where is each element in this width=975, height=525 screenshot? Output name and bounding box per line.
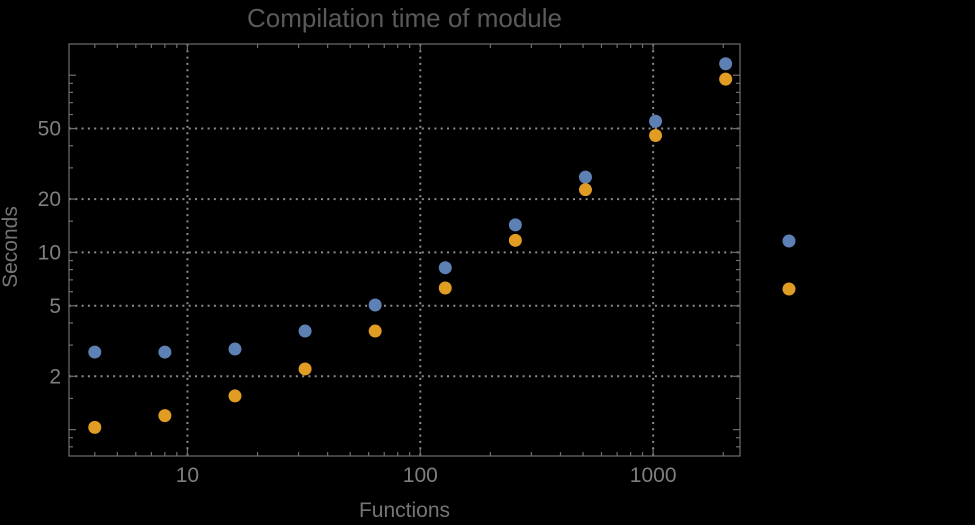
data-point-series-1	[438, 261, 452, 275]
plot-frame	[68, 43, 741, 457]
chart-title: Compilation time of module	[246, 3, 563, 33]
y-tick-label: 20	[38, 188, 61, 211]
data-point-series-2	[88, 420, 102, 434]
data-point-series-1	[368, 298, 382, 312]
data-point-series-1	[228, 342, 242, 356]
legend-marker	[782, 282, 796, 296]
data-point-series-2	[438, 281, 452, 295]
x-tick-label: 100	[403, 464, 438, 487]
data-point-series-2	[578, 183, 592, 197]
data-point-series-1	[298, 324, 312, 338]
data-point-series-1	[649, 114, 663, 128]
legend-marker	[782, 234, 796, 248]
data-point-series-2	[298, 362, 312, 376]
y-tick-label: 50	[38, 118, 61, 141]
y-tick-label: 5	[49, 295, 61, 318]
data-point-series-1	[508, 218, 522, 232]
data-point-series-2	[158, 409, 172, 423]
data-point-series-2	[228, 389, 242, 403]
y-tick-label: 10	[38, 241, 61, 264]
data-point-series-1	[719, 57, 733, 71]
y-tick-label: 2	[49, 365, 61, 388]
data-point-series-1	[88, 345, 102, 359]
x-axis-label: Functions	[358, 499, 451, 522]
data-point-series-1	[578, 170, 592, 184]
data-point-series-2	[508, 233, 522, 247]
y-axis-label: Seconds	[0, 206, 22, 288]
data-point-series-2	[719, 72, 733, 86]
data-point-series-1	[158, 345, 172, 359]
data-point-series-2	[368, 324, 382, 338]
x-tick-label: 10	[176, 464, 199, 487]
x-tick-label: 1000	[630, 464, 677, 487]
data-point-series-2	[649, 128, 663, 142]
